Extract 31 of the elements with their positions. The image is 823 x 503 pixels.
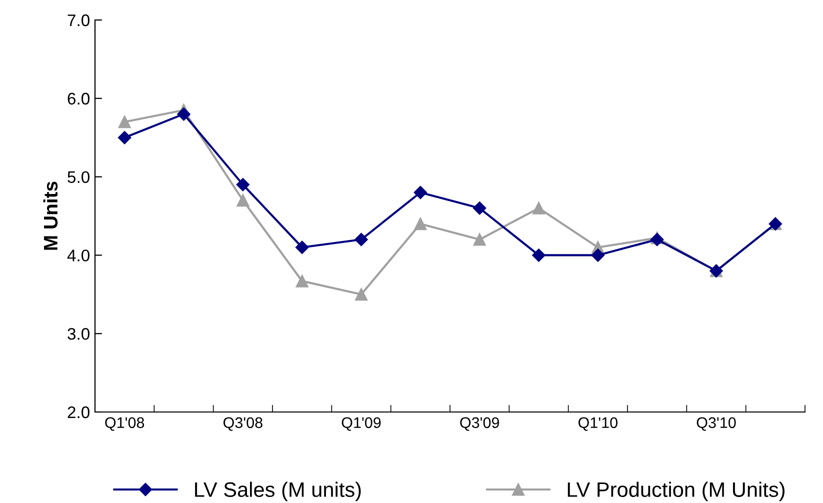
point	[355, 288, 368, 301]
point	[118, 116, 131, 128]
y-tick-label: 5.0	[68, 171, 90, 184]
x-tick-label: Q3'09	[460, 417, 500, 431]
y-tick-label: 6.0	[68, 92, 90, 105]
point	[414, 218, 427, 230]
y-tick-label: 7.0	[68, 14, 90, 26]
point	[532, 248, 546, 262]
point	[236, 178, 250, 192]
x-tick-label: Q1'08	[105, 417, 144, 431]
point	[591, 248, 605, 262]
legend-label: LV Sales (M units)	[195, 482, 361, 502]
y-axis-title: M Units	[43, 182, 58, 250]
point	[296, 274, 308, 288]
point	[236, 194, 250, 207]
point	[532, 202, 545, 214]
point	[354, 232, 368, 246]
y-tick-label: 2.0	[68, 406, 90, 418]
y-tick-label: 4.0	[67, 250, 90, 262]
x-tick-label: Q1'09	[342, 417, 381, 431]
point	[472, 202, 486, 215]
point	[295, 240, 309, 254]
point	[414, 186, 428, 200]
x-tick-label: Q3'08	[223, 417, 262, 431]
x-tick-label: Q1'10	[578, 417, 618, 431]
y-tick-label: 3.0	[68, 328, 90, 340]
point	[177, 107, 190, 121]
point	[118, 131, 132, 144]
legend-label: LV Production (M Units)	[568, 482, 785, 502]
point	[473, 233, 486, 246]
x-tick-label: Q3'10	[696, 417, 736, 431]
